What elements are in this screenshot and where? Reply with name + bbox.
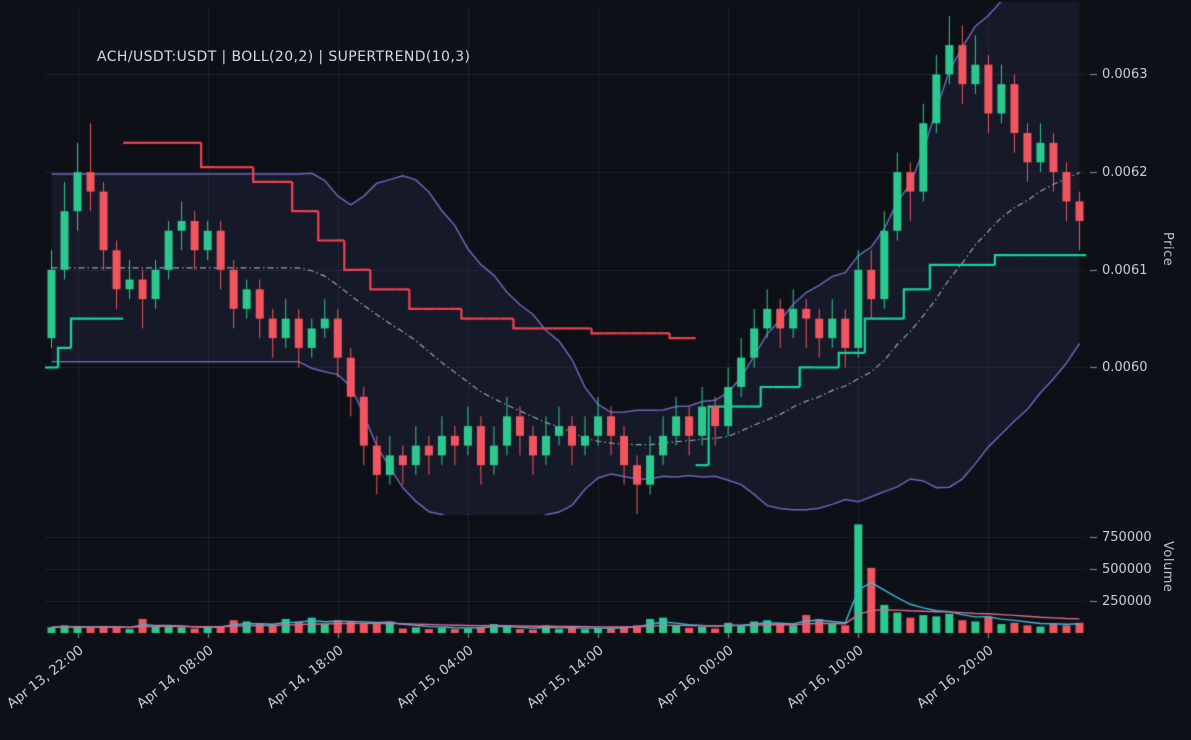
price-tick-label: 0.0061 bbox=[1102, 262, 1148, 278]
volume-tick-label: 750000 bbox=[1102, 530, 1152, 546]
price-tick-label: 0.0060 bbox=[1102, 360, 1148, 376]
price-tick-label: 0.0063 bbox=[1102, 67, 1148, 83]
price-axis-caption: Price bbox=[1160, 232, 1175, 267]
price-tick-label: 0.0062 bbox=[1102, 165, 1148, 181]
volume-axis-caption: Volume bbox=[1160, 541, 1175, 593]
volume-tick-label: 250000 bbox=[1102, 594, 1152, 610]
chart-title: ACH/USDT:USDT | BOLL(20,2) | SUPERTREND(… bbox=[97, 49, 471, 65]
volume-tick-label: 500000 bbox=[1102, 562, 1152, 578]
